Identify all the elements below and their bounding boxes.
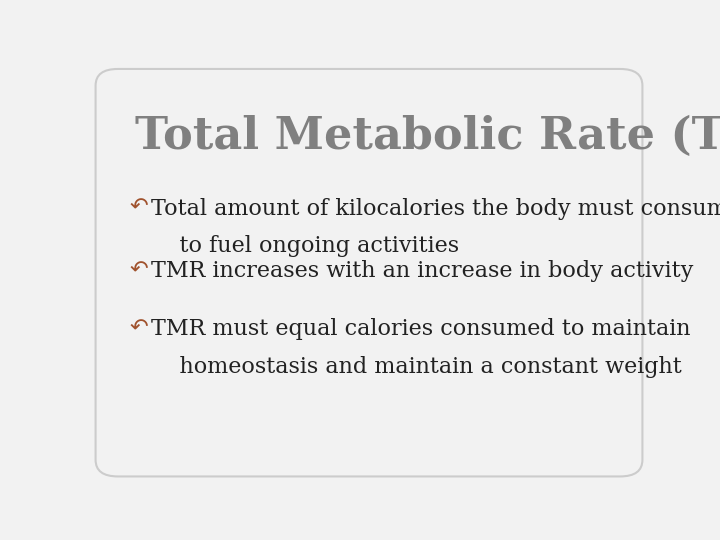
Text: ↶: ↶: [129, 319, 148, 339]
Text: TMR must equal calories consumed to maintain: TMR must equal calories consumed to main…: [151, 319, 691, 340]
Text: to fuel ongoing activities: to fuel ongoing activities: [151, 235, 459, 257]
Text: ↶: ↶: [129, 198, 148, 218]
FancyBboxPatch shape: [96, 69, 642, 476]
Text: TMR increases with an increase in body activity: TMR increases with an increase in body a…: [151, 260, 694, 282]
Text: Total amount of kilocalories the body must consume: Total amount of kilocalories the body mu…: [151, 198, 720, 220]
Text: homeostasis and maintain a constant weight: homeostasis and maintain a constant weig…: [151, 356, 682, 378]
Text: ↶: ↶: [129, 260, 148, 280]
Text: Total Metabolic Rate (TMR): Total Metabolic Rate (TMR): [135, 114, 720, 158]
